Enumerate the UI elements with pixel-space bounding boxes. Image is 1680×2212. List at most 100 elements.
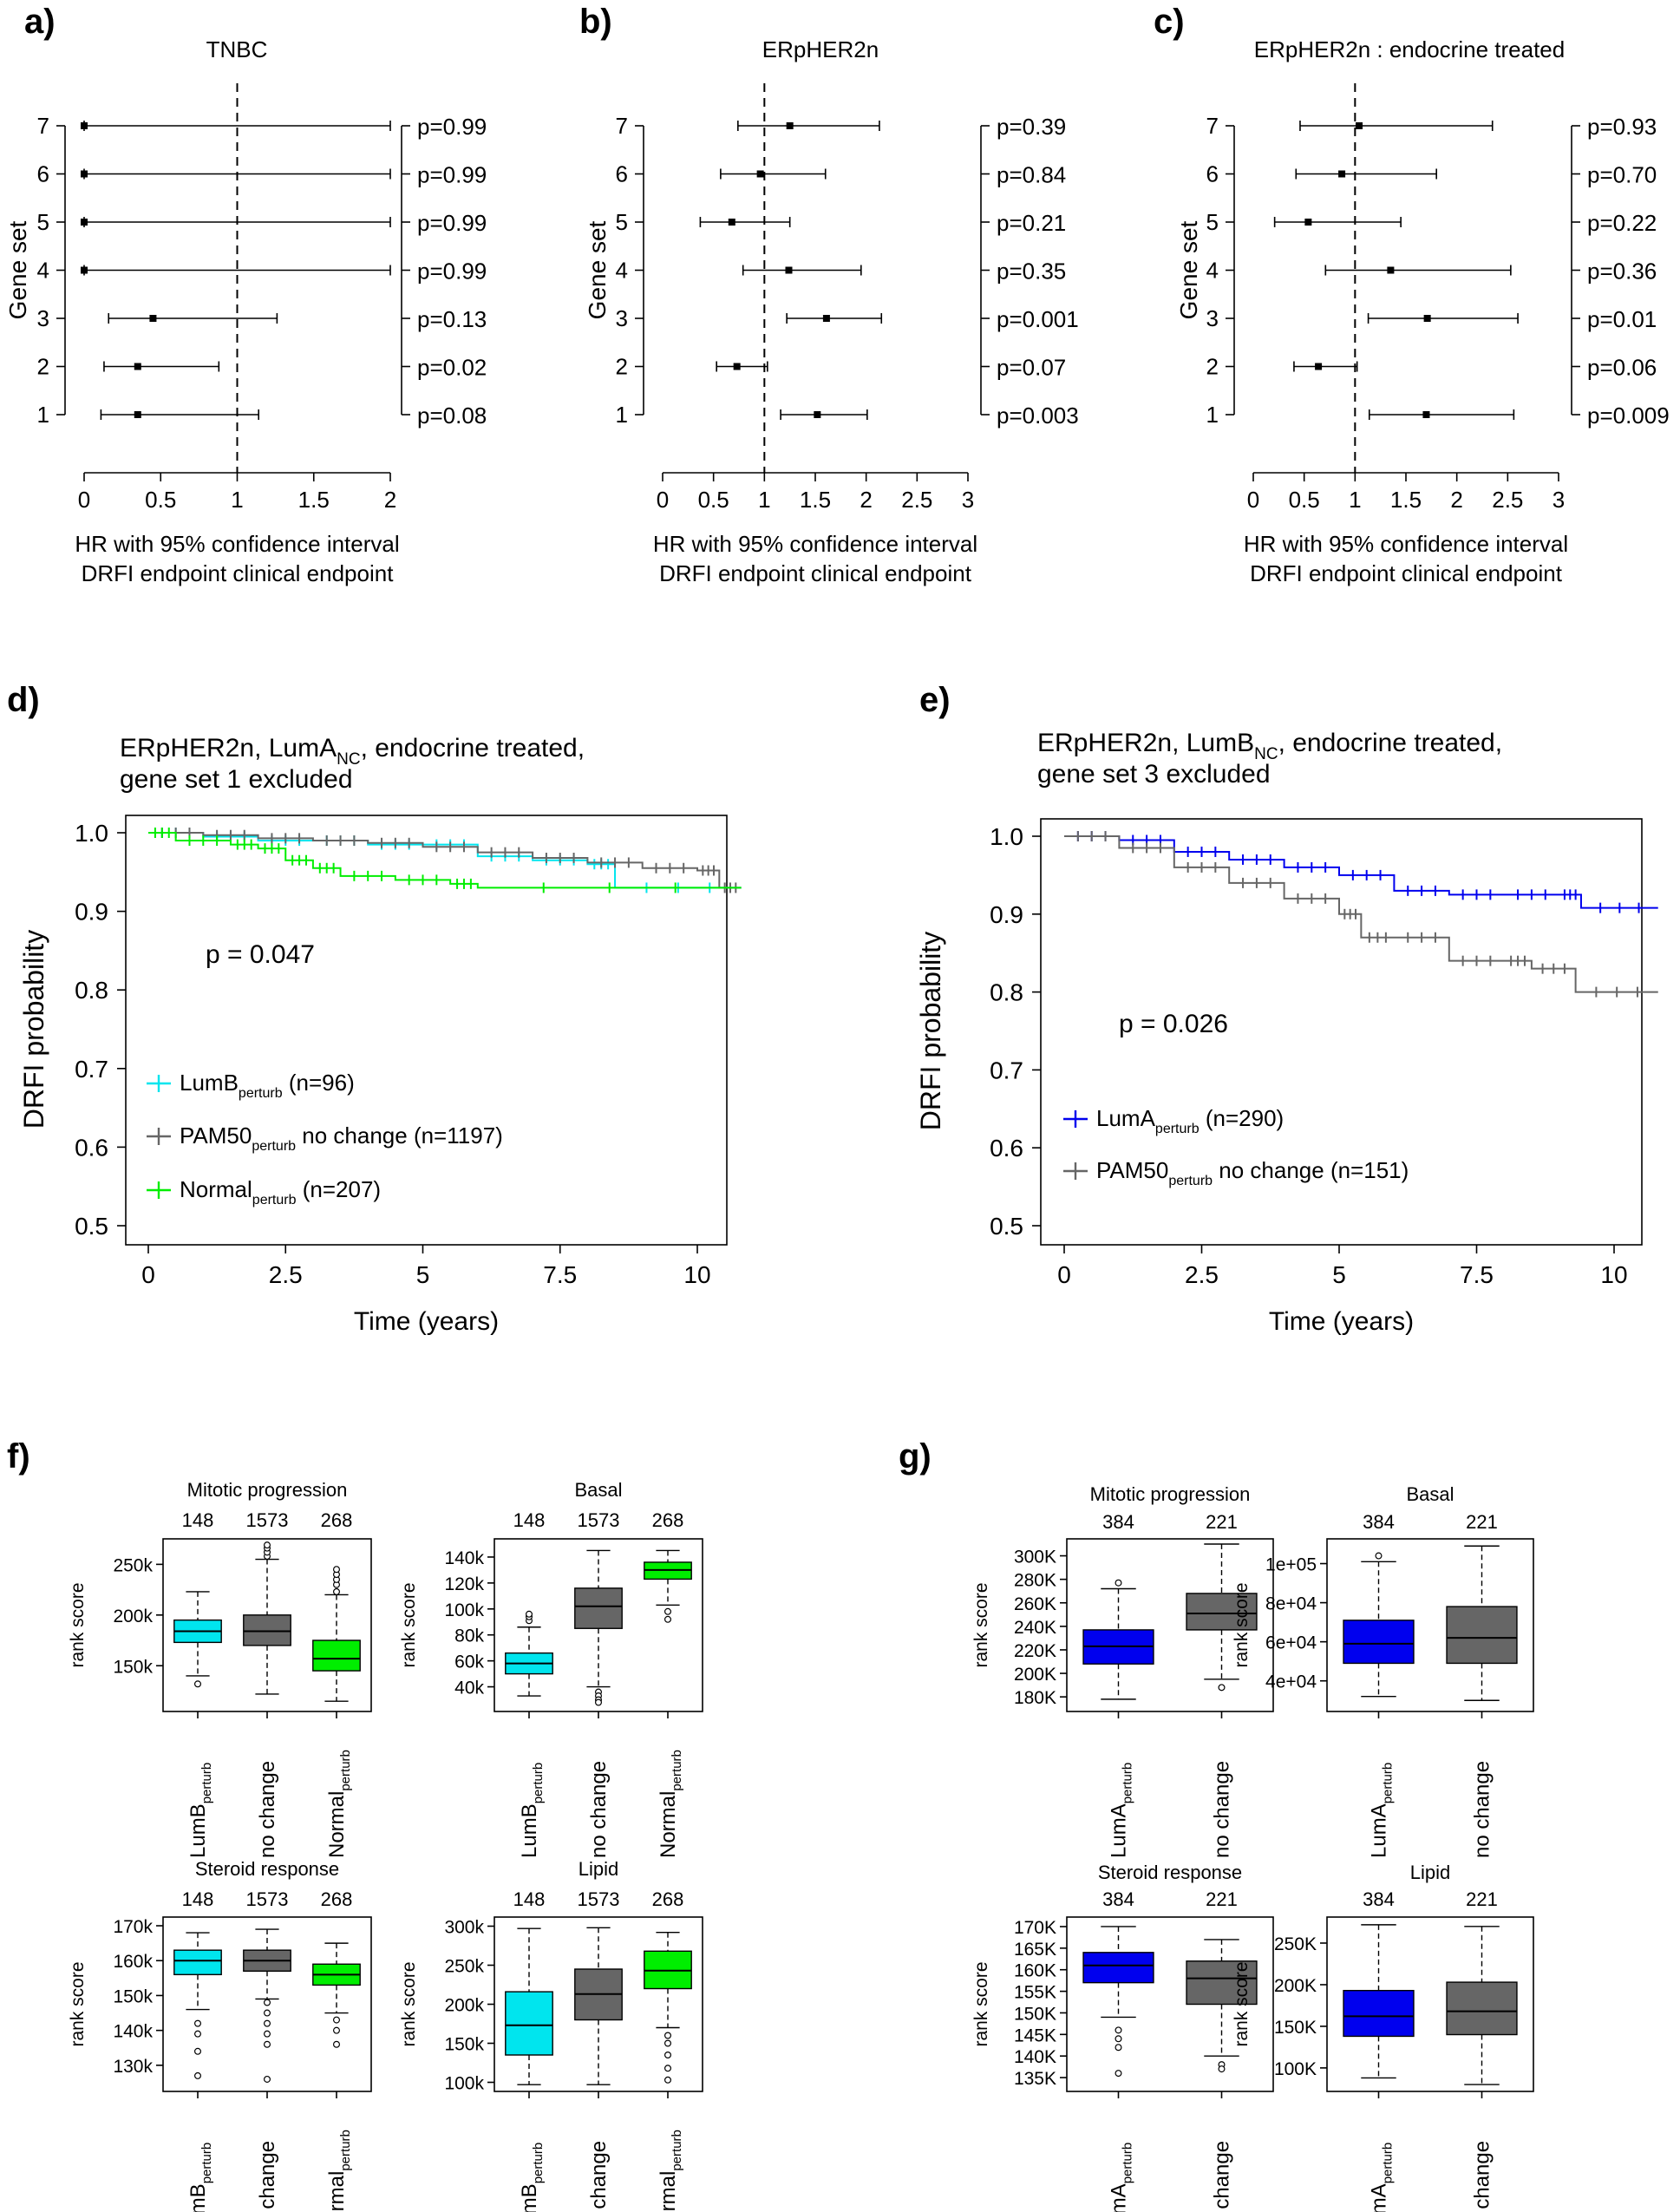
y-tick-label: 7 xyxy=(616,113,628,139)
x-tick-label: 0.5 xyxy=(698,487,729,513)
box xyxy=(243,1614,291,1646)
outlier-point xyxy=(1115,2035,1122,2043)
hr-point xyxy=(81,122,88,129)
category-label: no change xyxy=(256,2141,279,2212)
y-axis-label: Gene set xyxy=(1175,220,1202,319)
category-label: Normalperturb xyxy=(657,1750,684,1858)
y-tick-label: 0.7 xyxy=(75,1056,108,1083)
outlier-point xyxy=(194,2019,202,2027)
outlier-point xyxy=(264,2030,271,2038)
x-tick-label: 0 xyxy=(657,487,669,513)
outlier-point xyxy=(1115,1579,1122,1587)
sample-count: 148 xyxy=(513,1509,546,1531)
x-tick-label: 3 xyxy=(1553,487,1565,513)
outlier-point xyxy=(194,2030,202,2038)
x-tick-label: 2 xyxy=(860,487,872,513)
y-tick-label: 0.6 xyxy=(75,1134,108,1161)
category-label: no change xyxy=(587,2141,611,2212)
sample-count: 1573 xyxy=(578,1509,620,1531)
outlier-point xyxy=(264,2019,271,2027)
hr-point xyxy=(1304,219,1312,226)
y-tick-label: 40k xyxy=(454,1679,484,1698)
y-tick-label: 170K xyxy=(1014,1918,1056,1938)
y-tick-label: 1 xyxy=(1206,402,1219,428)
y-tick-label: 180K xyxy=(1014,1688,1056,1708)
p-value-label: p=0.39 xyxy=(997,114,1066,140)
box xyxy=(1343,1989,1415,2038)
p-value-label: p=0.07 xyxy=(997,355,1066,381)
p-value-label: p=0.02 xyxy=(417,355,487,381)
p-value-label: p=0.99 xyxy=(417,162,487,188)
y-axis-label: rank score xyxy=(1232,1582,1252,1667)
outlier-point xyxy=(1218,2065,1226,2073)
sample-count: 268 xyxy=(652,1509,684,1531)
y-tick-label: 3 xyxy=(616,305,628,331)
panel-label: a) xyxy=(24,3,56,41)
hr-point xyxy=(728,219,735,226)
x-tick-label: 2.5 xyxy=(269,1261,303,1288)
box xyxy=(312,1639,361,1672)
sample-count: 384 xyxy=(1363,1511,1395,1533)
x-tick-label: 0 xyxy=(1247,487,1259,513)
outlier-point xyxy=(1115,2044,1122,2052)
category-label: LumAperturb xyxy=(1368,2143,1396,2212)
x-tick-label: 2 xyxy=(1450,487,1462,513)
y-tick-label: 4 xyxy=(616,258,628,284)
x-axis-label-line1: HR with 95% confidence interval xyxy=(653,531,977,557)
x-tick-label: 0.5 xyxy=(145,487,176,513)
y-tick-label: 5 xyxy=(37,209,49,235)
y-tick-label: 100K xyxy=(1274,2059,1317,2079)
box xyxy=(505,1991,553,2056)
subplot-title: Steroid response xyxy=(195,1858,339,1880)
y-tick-label: 160k xyxy=(113,1952,153,1972)
y-tick-label: 7 xyxy=(1206,113,1219,139)
y-tick-label: 1.0 xyxy=(990,823,1023,850)
x-tick-label: 1 xyxy=(1349,487,1361,513)
y-tick-label: 2 xyxy=(37,354,49,380)
outlier-point xyxy=(664,2065,671,2072)
plot-frame xyxy=(1066,1916,1274,2092)
y-tick-label: 0.5 xyxy=(990,1213,1023,1240)
subplot-title: Steroid response xyxy=(1098,1862,1242,1883)
survival-curve-2 xyxy=(148,832,742,889)
x-tick-label: 1 xyxy=(758,487,770,513)
survival-plot-2: e) ERpHER2n, LumBNC, endocrine treated,ge… xyxy=(915,681,1658,1336)
y-tick-label: 165K xyxy=(1014,1940,1056,1960)
outlier-point xyxy=(333,2026,341,2034)
panel-label: c) xyxy=(1154,3,1185,41)
x-axis-label-line2: DRFI endpoint clinical endpoint xyxy=(82,560,395,586)
x-axis-label-line2: DRFI endpoint clinical endpoint xyxy=(1250,560,1563,586)
hr-point xyxy=(786,122,794,129)
p-value-label: p=0.009 xyxy=(1587,402,1670,429)
sample-count: 1573 xyxy=(246,1509,289,1531)
plot-frame xyxy=(1326,1538,1534,1712)
y-tick-label: 0.7 xyxy=(990,1057,1023,1083)
p-value-label: p=0.08 xyxy=(417,402,487,429)
p-value-label: p=0.13 xyxy=(417,306,487,332)
legend-label: LumBperturb (n=96) xyxy=(180,1070,355,1101)
subplot-title: Basal xyxy=(1406,1483,1454,1505)
sample-count: 384 xyxy=(1102,1888,1134,1910)
y-tick-label: 6e+04 xyxy=(1265,1633,1317,1653)
y-tick-label: 0.6 xyxy=(990,1135,1023,1162)
plot-frame xyxy=(125,815,728,1246)
y-tick-label: 280K xyxy=(1014,1571,1056,1591)
chart-title: TNBC xyxy=(206,36,268,62)
outlier-point xyxy=(664,1615,671,1623)
p-value-label: p=0.06 xyxy=(1587,355,1657,381)
outlier-point xyxy=(664,2032,671,2039)
y-tick-label: 250K xyxy=(1274,1934,1317,1954)
y-tick-label: 0.9 xyxy=(75,899,108,926)
x-tick-label: 3 xyxy=(962,487,974,513)
y-axis-label: DRFI probability xyxy=(18,930,49,1129)
x-axis-label: Time (years) xyxy=(1269,1307,1414,1336)
outlier-point xyxy=(664,2052,671,2059)
x-tick-label: 0 xyxy=(1057,1261,1071,1288)
y-tick-label: 6 xyxy=(616,161,628,187)
sample-count: 1573 xyxy=(578,1888,620,1910)
category-label: no change xyxy=(587,1761,611,1858)
x-tick-label: 0 xyxy=(78,487,90,513)
x-tick-label: 2.5 xyxy=(901,487,932,513)
y-tick-label: 5 xyxy=(1206,209,1219,235)
subplot-title: Mitotic progression xyxy=(187,1479,348,1501)
